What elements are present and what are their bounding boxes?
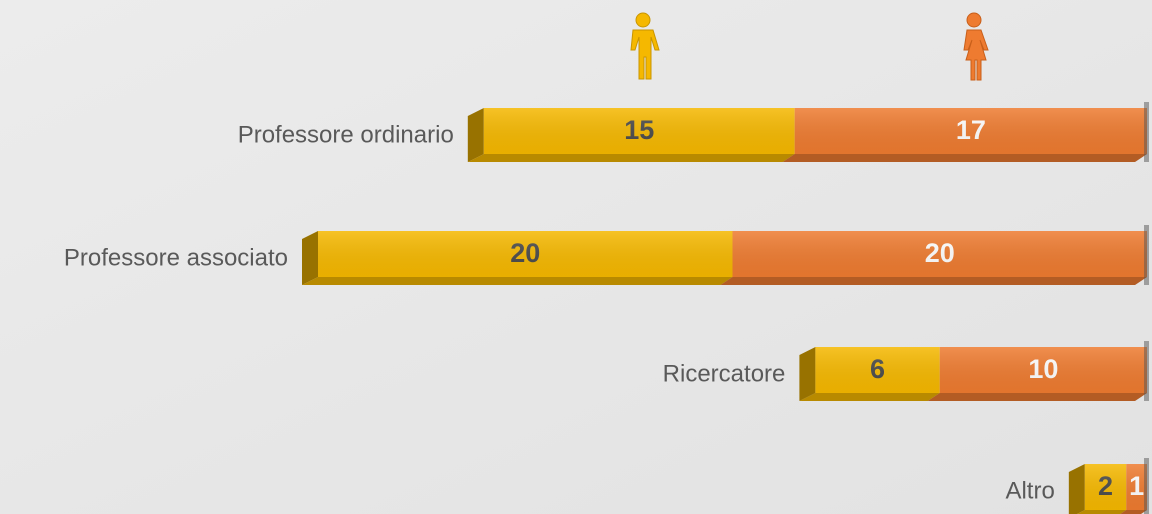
bar-segment-bottom: [1076, 510, 1127, 514]
bar-edge: [1144, 102, 1149, 162]
bar-shine: [1084, 464, 1147, 510]
category-label: Altro: [1005, 477, 1054, 504]
bar-edge: [1144, 341, 1149, 401]
bar-edge: [1144, 225, 1149, 285]
bar-side: [302, 231, 318, 285]
bar-segment-bottom: [1120, 510, 1147, 514]
bar-segment-bottom: [302, 277, 733, 285]
category-label: Professore ordinario: [238, 121, 454, 148]
bar-side: [799, 347, 816, 401]
bar-segment-bottom: [467, 154, 795, 162]
bar-shine: [318, 231, 1147, 277]
female-icon: [963, 12, 989, 81]
category-label: Ricercatore: [663, 360, 786, 387]
bar-side: [467, 108, 484, 162]
bar-shine: [483, 108, 1147, 154]
bar-shine: [815, 347, 1147, 393]
bar-segment-bottom: [799, 393, 940, 401]
bar-side: [1068, 464, 1085, 514]
bar-segment-bottom: [782, 154, 1147, 162]
category-label: Professore associato: [64, 244, 288, 271]
male-icon: [630, 12, 660, 80]
bar-segment-bottom: [720, 277, 1147, 285]
bar-segment-bottom: [927, 393, 1147, 401]
bar-edge: [1144, 458, 1149, 514]
